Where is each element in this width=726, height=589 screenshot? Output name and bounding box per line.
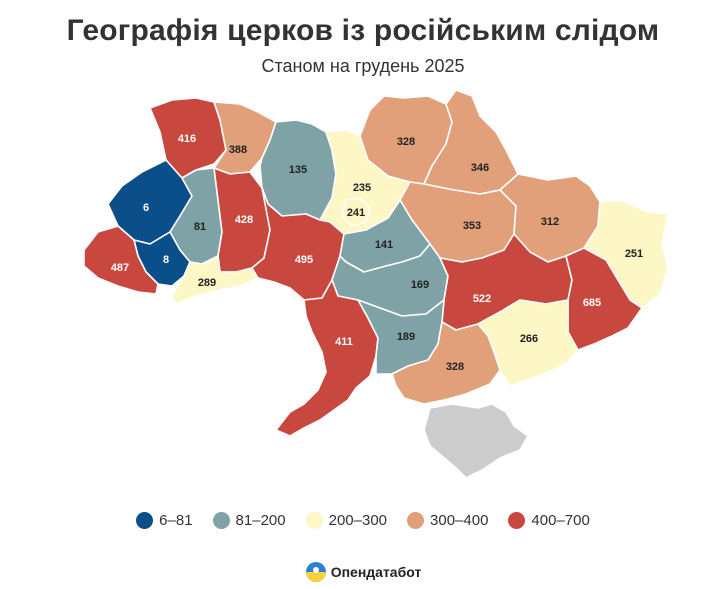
region-value-sumy: 346 — [471, 162, 489, 174]
region-value-zaporizhzhia: 266 — [520, 333, 538, 345]
region-value-cherkasy: 141 — [375, 239, 393, 251]
brand-logo: Опендатабот — [0, 561, 726, 583]
region-value-poltava: 353 — [463, 220, 481, 232]
region-value-kyiv-city: 241 — [347, 207, 365, 219]
legend-swatch-icon — [136, 512, 154, 529]
region-value-volyn: 416 — [178, 133, 196, 145]
legend-swatch-icon — [212, 512, 230, 529]
region-value-chernihiv: 328 — [397, 136, 415, 148]
region-value-khmelnytskyi: 428 — [235, 214, 253, 226]
regions-layer — [83, 89, 669, 479]
legend-label: 400–700 — [531, 512, 590, 529]
opendatabot-logo-icon — [305, 562, 326, 582]
region-value-luhansk: 251 — [625, 248, 643, 260]
map-subtitle: Станом на грудень 2025 — [261, 56, 465, 76]
labels-layer: 416 388 135 235 241 328 346 353 312 251 6 81 428 8 487… — [111, 133, 643, 373]
region-rivne — [213, 101, 277, 175]
region-value-rivne: 388 — [229, 144, 247, 156]
region-value-ternopil: 81 — [194, 221, 206, 233]
legend-item: 6–81 — [136, 512, 193, 529]
region-chernivtsi — [171, 255, 259, 305]
region-value-zhytomyr: 135 — [289, 164, 307, 176]
region-crimea — [423, 403, 529, 479]
region-value-dnipropetrovsk: 522 — [473, 293, 491, 305]
region-value-chernivtsi: 289 — [198, 277, 216, 289]
region-value-zakarpattia: 487 — [111, 262, 129, 274]
region-volyn — [149, 97, 227, 179]
region-kherson — [391, 321, 501, 405]
legend-label: 6–81 — [159, 512, 193, 529]
ukraine-map: 416 388 135 235 241 328 346 353 312 251 6 81 428 8 487… — [83, 89, 669, 479]
region-value-odesa: 411 — [335, 336, 353, 348]
legend-item: 200–300 — [305, 512, 388, 529]
brand-name: Опендатабот — [330, 564, 422, 580]
region-value-kirovohrad: 169 — [411, 279, 429, 291]
region-value-ivano-frankivsk: 8 — [163, 254, 169, 266]
region-value-kherson: 328 — [446, 361, 464, 373]
legend-label: 200–300 — [328, 512, 388, 529]
region-value-kyiv-oblast: 235 — [353, 182, 371, 194]
legend: 6–81 81–200 200–300 300–400 400–700 — [0, 512, 726, 529]
region-value-mykolaiv: 189 — [397, 331, 415, 343]
region-odesa — [275, 279, 379, 437]
region-value-kharkiv: 312 — [541, 216, 559, 228]
region-zakarpattia — [83, 225, 159, 295]
region-kyiv-city — [341, 197, 371, 227]
legend-swatch-icon — [305, 512, 323, 529]
region-value-vinnytsia: 495 — [295, 254, 313, 266]
legend-label: 81–200 — [235, 512, 286, 529]
region-value-donetsk: 685 — [583, 297, 601, 309]
region-value-lviv: 6 — [143, 202, 149, 214]
legend-item: 81–200 — [212, 512, 286, 529]
legend-swatch-icon — [407, 512, 425, 529]
legend-item: 400–700 — [508, 512, 590, 529]
legend-label: 300–400 — [430, 512, 489, 529]
map-title: Географія церков із російським слідом — [66, 14, 660, 47]
legend-swatch-icon — [508, 512, 526, 529]
legend-item: 300–400 — [407, 512, 488, 529]
